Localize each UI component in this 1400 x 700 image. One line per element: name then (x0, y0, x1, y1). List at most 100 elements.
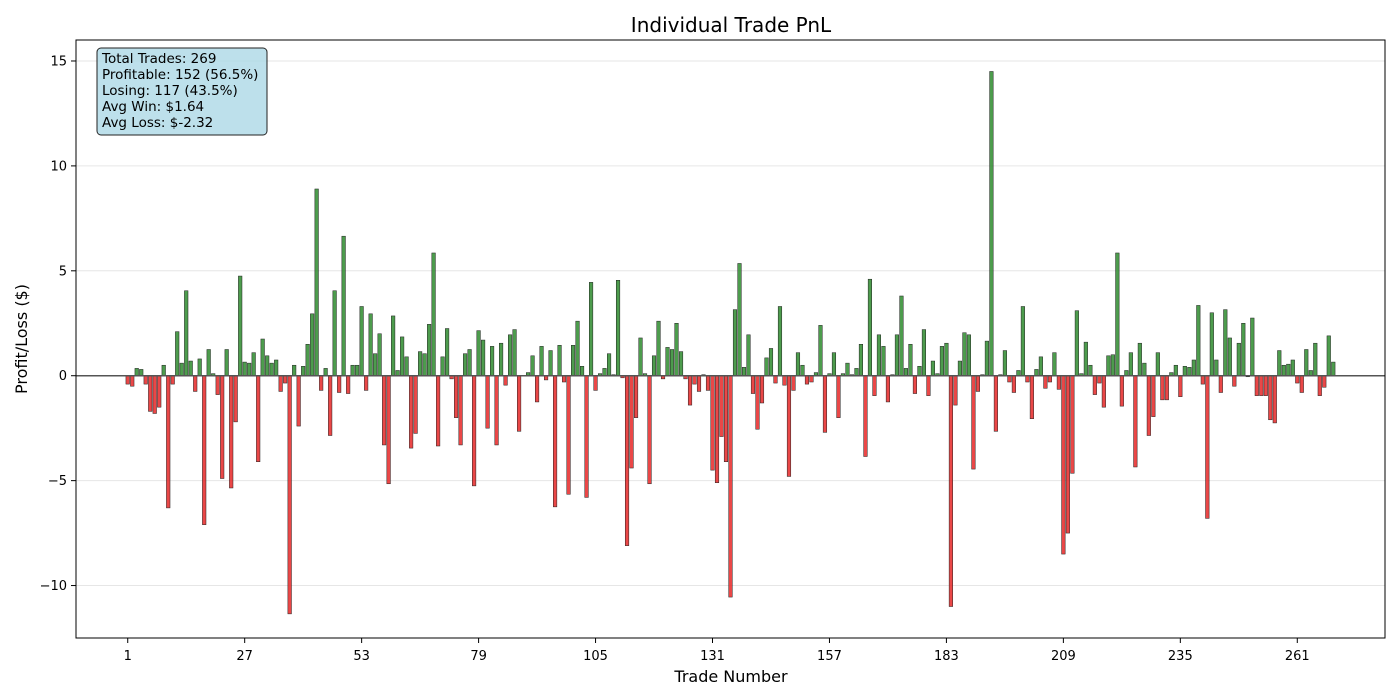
profit-bar (530, 355, 535, 376)
profit-bar (341, 235, 346, 376)
loss-bar (1151, 375, 1156, 417)
loss-bar (822, 375, 828, 433)
loss-bar (328, 375, 333, 436)
profit-bar (867, 278, 873, 376)
y-tick-label: −10 (40, 579, 67, 594)
loss-bar (278, 375, 283, 392)
loss-bar (1043, 375, 1048, 389)
x-axis-ticks: 1 27 53 79 105 131 157 183 209 235 261 (124, 638, 1310, 664)
loss-bar (143, 375, 148, 385)
profit-bar (445, 328, 450, 376)
bars (125, 71, 1336, 615)
profit-bar (134, 368, 139, 376)
loss-bar (773, 375, 778, 384)
loss-bar (863, 375, 868, 457)
profit-bar (467, 349, 472, 376)
profit-bar (557, 345, 562, 376)
profit-bar (476, 330, 481, 376)
profit-bar (499, 342, 504, 376)
loss-bar (1061, 375, 1066, 555)
loss-bar (485, 375, 490, 429)
profit-bar (939, 346, 944, 376)
profit-bar (1142, 362, 1147, 376)
loss-bar (283, 375, 288, 384)
profit-bar (1052, 352, 1057, 376)
loss-bar (413, 375, 418, 434)
profit-bar (238, 275, 243, 376)
profit-bar (764, 357, 769, 376)
stats-avg-loss: Avg Loss: $-2.32 (102, 115, 213, 131)
profit-bar (508, 334, 513, 376)
stats-box: Total Trades: 269 Profitable: 152 (56.5%… (96, 47, 268, 136)
loss-bar (1263, 375, 1268, 396)
loss-bar (786, 375, 792, 477)
profit-bar (589, 282, 594, 376)
loss-bar (719, 375, 724, 437)
profit-bar (481, 339, 486, 376)
loss-bar (1047, 375, 1052, 383)
loss-bar (1029, 375, 1034, 419)
profit-bar (908, 344, 913, 376)
profit-bar (1331, 361, 1336, 376)
loss-bar (1200, 375, 1205, 385)
profit-bar (1250, 317, 1255, 376)
loss-bar (1007, 375, 1012, 383)
profit-bar (984, 340, 989, 376)
profit-bar (1308, 370, 1313, 376)
loss-bar (975, 375, 980, 392)
profit-bar (1326, 335, 1331, 376)
loss-bar (584, 375, 589, 498)
profit-bar (674, 323, 679, 376)
profit-bar (930, 360, 935, 376)
profit-bar (184, 290, 189, 376)
profit-bar (1128, 352, 1133, 376)
loss-bar (1070, 375, 1075, 474)
profit-bar (373, 353, 378, 376)
profit-bar (732, 309, 738, 376)
profit-bar (400, 336, 405, 376)
profit-bar (305, 344, 310, 376)
profit-bar (175, 331, 180, 376)
profit-bar (917, 366, 922, 376)
profit-bar (247, 362, 252, 376)
y-axis-label: Profit/Loss ($) (12, 284, 31, 394)
profit-bar (512, 329, 517, 376)
loss-bar (157, 375, 162, 408)
loss-bar (364, 375, 369, 391)
loss-bar (346, 375, 351, 394)
profit-bar (607, 353, 612, 376)
profit-bar (161, 364, 166, 376)
profit-bar (1187, 367, 1192, 376)
profit-bar (1074, 310, 1079, 376)
loss-bar (503, 375, 508, 386)
profit-bar (669, 349, 675, 376)
profit-bar (179, 362, 184, 376)
profit-bar (665, 347, 670, 376)
loss-bar (1101, 375, 1106, 408)
profit-bar (197, 358, 202, 376)
loss-bar (337, 375, 342, 393)
profit-bar (265, 355, 270, 376)
loss-bar (535, 375, 540, 403)
x-tick-label: 131 (700, 649, 725, 664)
stats-box-background (96, 47, 268, 136)
loss-bar (912, 375, 917, 394)
x-tick-label: 53 (353, 649, 370, 664)
profit-bar (854, 368, 859, 376)
loss-bar (1133, 375, 1138, 468)
loss-bar (1232, 375, 1237, 387)
profit-bar (274, 359, 279, 376)
profit-bar (1236, 342, 1241, 376)
loss-bar (759, 375, 765, 404)
loss-bar (629, 375, 634, 469)
loss-bar (1146, 375, 1151, 436)
x-tick-label: 261 (1285, 649, 1310, 664)
loss-bar (1299, 375, 1304, 393)
profit-bar (615, 280, 621, 376)
profit-bar (548, 350, 553, 376)
loss-bar (926, 375, 931, 396)
profit-bar (431, 252, 436, 376)
loss-bar (1317, 375, 1322, 396)
x-tick-label: 209 (1051, 649, 1076, 664)
